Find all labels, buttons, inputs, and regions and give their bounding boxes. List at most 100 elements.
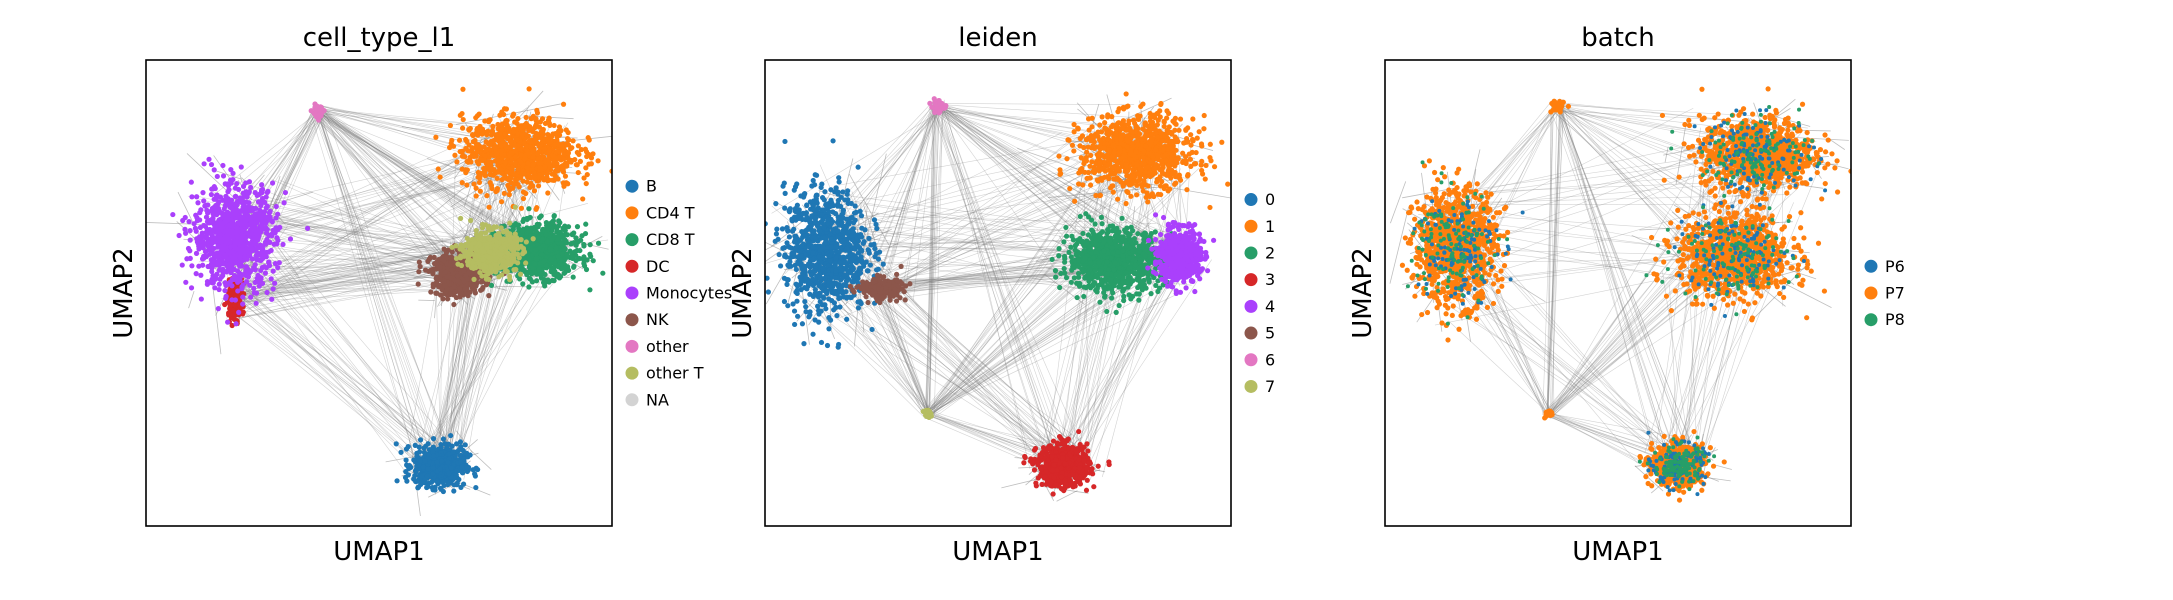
- data-point: [455, 448, 461, 454]
- data-point: [202, 249, 209, 255]
- data-point: [529, 166, 536, 172]
- data-point: [494, 186, 501, 192]
- data-point: [430, 487, 436, 493]
- data-point: [434, 459, 440, 465]
- data-point: [191, 221, 197, 227]
- data-point: [559, 143, 566, 149]
- data-point: [415, 281, 421, 287]
- data-point: [453, 468, 460, 474]
- data-point: [473, 484, 479, 491]
- data-point: [459, 180, 465, 186]
- graph-edge: [234, 186, 529, 304]
- data-point: [234, 268, 241, 274]
- data-point: [188, 285, 195, 291]
- data-point: [446, 144, 453, 151]
- data-point: [579, 233, 585, 239]
- data-point: [200, 234, 206, 240]
- data-point: [228, 302, 234, 309]
- data-point: [217, 232, 223, 238]
- data-point: [543, 231, 550, 238]
- data-point: [520, 189, 527, 195]
- data-point: [220, 197, 226, 203]
- graph-edge: [233, 226, 503, 289]
- data-point: [275, 264, 281, 271]
- data-point: [240, 294, 246, 300]
- data-point: [405, 444, 411, 450]
- graph-edge: [221, 244, 476, 300]
- data-point: [487, 171, 493, 178]
- data-point: [257, 275, 263, 281]
- graph-edge: [459, 276, 485, 455]
- data-point: [482, 118, 488, 124]
- data-point: [501, 111, 507, 118]
- graph-edge: [324, 110, 487, 257]
- data-point: [523, 132, 529, 138]
- data-point: [192, 225, 198, 231]
- graph-edge: [323, 111, 456, 257]
- data-point: [458, 484, 464, 490]
- data-point: [198, 296, 204, 302]
- data-point: [211, 196, 217, 202]
- data-point: [211, 167, 217, 173]
- data-point: [436, 282, 442, 288]
- graph-edge: [441, 274, 504, 459]
- data-point: [464, 465, 470, 471]
- data-point: [477, 156, 484, 163]
- data-point: [552, 131, 559, 137]
- data-point: [245, 230, 251, 236]
- data-point: [198, 207, 204, 213]
- data-point: [431, 254, 437, 260]
- graph-edge: [313, 112, 507, 236]
- data-point: [584, 171, 590, 178]
- data-point: [508, 150, 514, 156]
- graph-edge: [459, 258, 534, 450]
- data-point: [474, 125, 481, 132]
- data-point: [281, 200, 287, 206]
- graph-edge: [316, 111, 455, 271]
- data-point: [544, 225, 550, 231]
- data-point: [526, 206, 532, 212]
- data-point: [487, 117, 493, 123]
- data-point: [568, 159, 574, 165]
- data-point: [498, 142, 504, 149]
- graph-edge: [235, 259, 564, 303]
- data-point: [510, 226, 516, 232]
- graph-edge: [436, 289, 442, 468]
- data-point: [512, 154, 519, 160]
- data-point: [563, 127, 569, 133]
- data-point: [187, 255, 193, 261]
- data-point: [590, 258, 596, 264]
- data-point: [581, 241, 587, 248]
- data-point: [528, 180, 534, 187]
- data-point: [208, 191, 214, 198]
- graph-edge: [243, 303, 432, 449]
- data-point: [532, 261, 538, 267]
- graph-edge: [407, 271, 440, 454]
- data-point: [209, 186, 215, 192]
- data-point: [404, 478, 410, 484]
- data-point: [183, 279, 189, 285]
- graph-edge: [240, 262, 263, 271]
- data-point: [501, 175, 507, 181]
- data-point: [483, 139, 489, 145]
- data-point: [448, 465, 454, 471]
- graph-edge: [320, 109, 474, 242]
- data-point: [240, 190, 246, 196]
- data-point: [430, 449, 436, 455]
- data-point: [454, 480, 460, 486]
- data-point: [539, 116, 546, 122]
- data-point: [253, 300, 259, 306]
- data-point: [437, 174, 443, 180]
- data-point: [422, 458, 428, 464]
- data-point: [417, 458, 424, 464]
- data-point: [520, 281, 526, 287]
- data-point: [433, 275, 439, 281]
- data-point: [542, 164, 548, 170]
- data-point: [464, 182, 470, 188]
- graph-edge: [317, 109, 534, 245]
- graph-edge: [319, 112, 533, 255]
- data-point: [251, 265, 257, 271]
- graph-edge: [251, 154, 524, 227]
- graph-edge: [411, 254, 550, 467]
- data-point: [537, 172, 543, 178]
